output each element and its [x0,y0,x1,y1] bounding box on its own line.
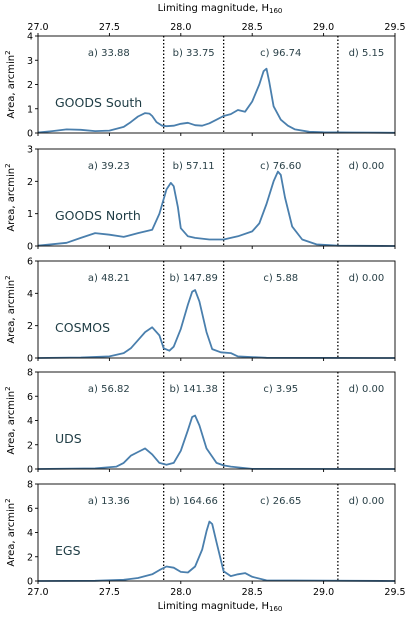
series-line [37,289,396,359]
y-tick-label: 0 [27,465,33,476]
x-tick-label-bottom: 28.5 [242,587,263,598]
region-label: b) 147.89 [169,273,217,284]
x-tick-label-top: 27.5 [99,22,120,33]
y-tick-label: 2 [27,440,33,451]
series-line [37,414,396,470]
panel-frame [37,148,396,247]
x-tick-label-top: 28.0 [170,22,191,33]
region-label: d) 0.00 [349,273,385,284]
y-tick-label: 2 [27,80,33,91]
y-tick-label: 6 [27,504,33,515]
y-tick-label: 4 [27,32,33,43]
region-label: d) 5.15 [349,48,385,59]
y-tick-label: 3 [27,145,33,156]
y-tick-label: 0 [27,242,33,253]
y-tick-label: 2 [27,552,33,563]
x-tick-label-top: 29.0 [313,22,334,33]
y-axis-title: Area, arcmin2 [4,386,17,454]
y-tick-label: 0 [27,354,33,365]
y-tick-label: 1 [27,209,33,220]
panel-4: a) 13.36 b) 164.66 c) 26.65 d) 0.00 EGS 0 2 4 6 8… [4,480,406,599]
x-tick-label-top: 29.5 [384,22,405,33]
x-tick-label-top: 28.5 [242,22,263,33]
y-tick-label: 4 [27,416,33,427]
field-name: COSMOS [55,320,110,335]
panel-2: a) 48.21 b) 147.89 c) 5.88 d) 0.00 COSMOS 0 2 4… [4,257,396,365]
region-label: b) 33.75 [173,48,215,59]
region-label: d) 0.00 [349,496,385,507]
region-label: c) 26.65 [260,496,301,507]
field-name: GOODS North [55,208,141,223]
region-label: a) 13.36 [88,496,130,507]
region-label: b) 141.38 [169,384,217,395]
region-label: a) 39.23 [88,161,130,172]
series-line [37,170,396,247]
region-label: d) 0.00 [349,161,385,172]
x-tick-label-bottom: 28.0 [170,587,191,598]
series-line [37,520,396,582]
y-tick-label: 2 [27,177,33,188]
x-axis-title-top: Limiting magnitude, H160 [158,3,283,15]
region-label: b) 164.66 [169,496,217,507]
y-tick-label: 0 [27,129,33,140]
region-label: c) 76.60 [260,161,301,172]
y-tick-label: 4 [27,528,33,539]
y-tick-label: 4 [27,289,33,300]
region-label: d) 0.00 [349,384,385,395]
y-axis-title: Area, arcmin2 [4,163,17,231]
y-tick-label: 6 [27,392,33,403]
field-name: EGS [55,543,81,558]
region-label: c) 5.88 [263,273,298,284]
region-label: c) 96.74 [260,48,301,59]
panel-0: a) 33.88 b) 33.75 c) 96.74 d) 5.15 GOODS Sou… [4,22,406,140]
region-label: b) 57.11 [173,161,215,172]
y-tick-label: 8 [27,368,33,379]
y-tick-label: 2 [27,321,33,332]
x-tick-label-bottom: 27.5 [99,587,120,598]
y-tick-label: 0 [27,577,33,588]
x-tick-label-top: 27.0 [27,22,48,33]
y-tick-label: 3 [27,56,33,67]
region-label: c) 3.95 [263,384,298,395]
x-tick-label-bottom: 29.0 [313,587,334,598]
y-axis-title: Area, arcmin2 [4,275,17,343]
x-axis-title-bottom: Limiting magnitude, H160 [158,601,283,613]
panel-frame [37,260,396,359]
y-axis-title: Area, arcmin2 [4,498,17,566]
y-tick-label: 6 [27,257,33,268]
field-name: UDS [55,431,82,446]
panel-3: a) 56.82 b) 141.38 c) 3.95 d) 0.00 UDS 0 2 4 6 8A… [4,368,396,476]
region-label: a) 56.82 [88,384,130,395]
field-name: GOODS South [55,95,142,110]
y-tick-label: 8 [27,480,33,491]
x-tick-label-bottom: 29.5 [384,587,405,598]
y-tick-label: 1 [27,104,33,115]
region-label: a) 48.21 [88,273,130,284]
series-line [37,67,396,134]
x-tick-label-bottom: 27.0 [27,587,48,598]
y-axis-title: Area, arcmin2 [4,50,17,118]
panel-1: a) 39.23 b) 57.11 c) 76.60 d) 0.00 GOODS Nor… [4,145,396,253]
region-label: a) 33.88 [88,48,130,59]
